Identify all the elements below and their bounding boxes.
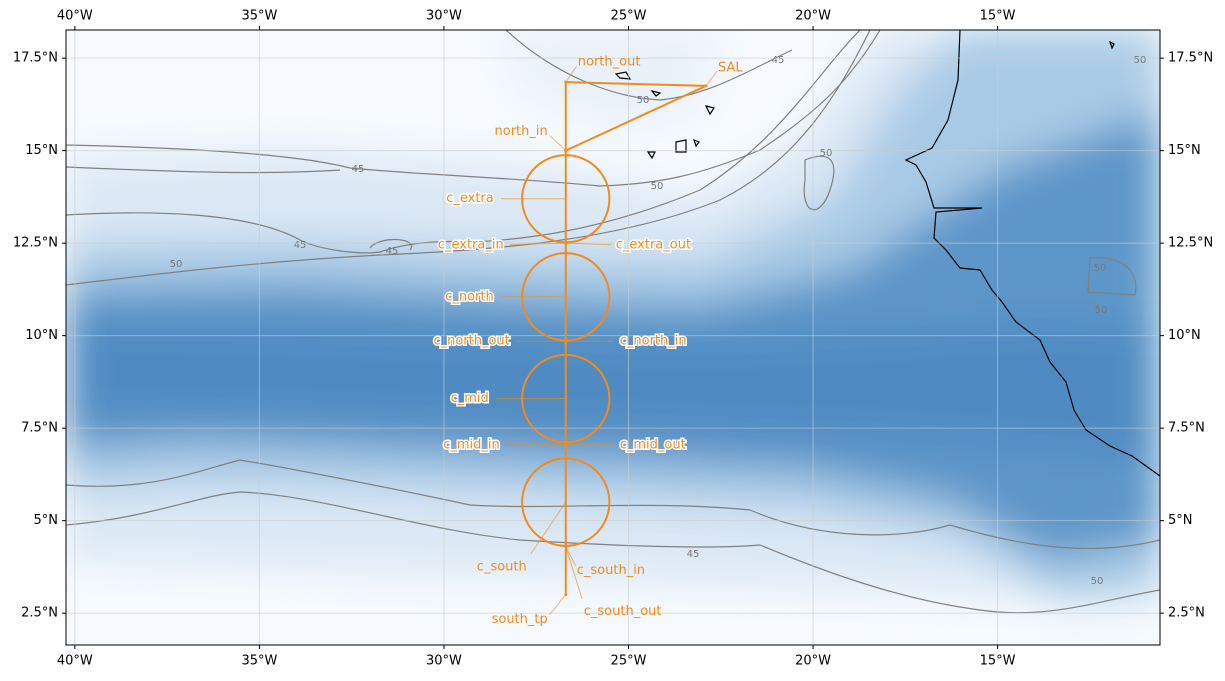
contour-label: 50 — [1094, 263, 1107, 274]
contour-label: 50 — [1095, 305, 1108, 316]
waypoint-label: c_north_out — [433, 334, 509, 349]
leader-line — [509, 242, 566, 246]
x-tick-label: 15°W — [980, 9, 1016, 24]
waypoint-label: c_south_out — [584, 604, 662, 619]
leader-line — [549, 594, 567, 615]
waypoint-label: c_extra_in — [438, 238, 504, 253]
waypoint-label: north_in — [495, 124, 548, 139]
waypoint-label: south_tp — [492, 612, 548, 627]
leader-line — [705, 71, 718, 87]
flight-track: north_out SAL north_in c_extra c_extra_in c_e… — [432, 55, 743, 628]
coastline — [614, 30, 1160, 477]
waypoint-label: c_north_in — [620, 334, 687, 349]
leader-line — [565, 65, 577, 83]
x-tick-label: 35°W — [241, 654, 277, 669]
y-tick-label: 2.5°N — [1168, 606, 1205, 621]
contour-label: 50 — [637, 95, 650, 106]
contour-label: 45 — [386, 246, 399, 257]
y-tick-label: 10°N — [25, 328, 58, 343]
contour-label: 45 — [687, 549, 700, 560]
leader-line — [549, 135, 567, 151]
waypoint-label: SAL — [718, 60, 743, 75]
contour-label: 50 — [651, 181, 664, 192]
waypoint-label: c_mid — [451, 391, 489, 406]
contour-labels: 45 50 45 45 50 50 45 50 50 45 50 50 50 — [170, 55, 1147, 587]
contour-label: 50 — [820, 148, 833, 159]
waypoint-label: c_mid_in — [443, 437, 500, 452]
y-tick-label: 5°N — [1168, 513, 1193, 528]
waypoint-label: c_extra — [446, 191, 494, 206]
leader-line — [530, 501, 567, 555]
y-tick-label: 7.5°N — [21, 421, 58, 436]
y-tick-label: 17.5°N — [13, 51, 58, 66]
x-tick-label: 25°W — [611, 654, 647, 669]
contour-label: 50 — [1134, 55, 1147, 66]
contour-label: 45 — [772, 55, 785, 66]
x-tick-label: 35°W — [241, 9, 277, 24]
waypoint-label: c_north — [445, 289, 494, 304]
map-area: 45 50 45 45 50 50 45 50 50 45 50 50 50 n… — [66, 30, 1160, 645]
x-tick-label: 25°W — [611, 9, 647, 24]
x-tick-label: 20°W — [795, 654, 831, 669]
waypoint-label: c_extra_out — [616, 238, 691, 253]
x-tick-label: 15°W — [980, 654, 1016, 669]
contour-label: 45 — [294, 240, 307, 251]
x-tick-label: 20°W — [795, 9, 831, 24]
waypoint-label: north_out — [578, 55, 641, 70]
leader-line — [565, 546, 577, 566]
y-tick-label: 17.5°N — [1168, 51, 1213, 66]
y-tick-label: 7.5°N — [1168, 421, 1205, 436]
y-tick-label: 15°N — [1168, 143, 1201, 158]
y-tick-label: 2.5°N — [21, 606, 58, 621]
y-tick-label: 10°N — [1168, 328, 1201, 343]
x-tick-label: 30°W — [426, 9, 462, 24]
grid — [66, 30, 1160, 645]
contour-label: 45 — [352, 164, 365, 175]
y-tick-label: 12.5°N — [1168, 236, 1213, 251]
leader-line — [565, 242, 611, 246]
x-tick-label: 40°W — [57, 654, 93, 669]
waypoint-label: c_south — [477, 560, 527, 575]
map-frame — [65, 29, 1161, 646]
axes: 40°W 40°W 35°W 35°W 30°W 30°W 25°W 25°W 20°W 20°W… — [13, 9, 1213, 669]
y-tick-label: 12.5°N — [13, 236, 58, 251]
leader-line — [565, 546, 583, 599]
y-tick-label: 5°N — [34, 513, 59, 528]
waypoint-label: c_south_in — [577, 563, 645, 578]
contour-label: 50 — [1091, 576, 1104, 587]
waypoint-label: c_mid_out — [620, 437, 686, 452]
contour-label: 50 — [170, 259, 183, 270]
y-tick-label: 15°N — [25, 143, 58, 158]
x-tick-label: 40°W — [57, 9, 93, 24]
dust-field — [66, 30, 1160, 600]
x-tick-label: 30°W — [426, 654, 462, 669]
